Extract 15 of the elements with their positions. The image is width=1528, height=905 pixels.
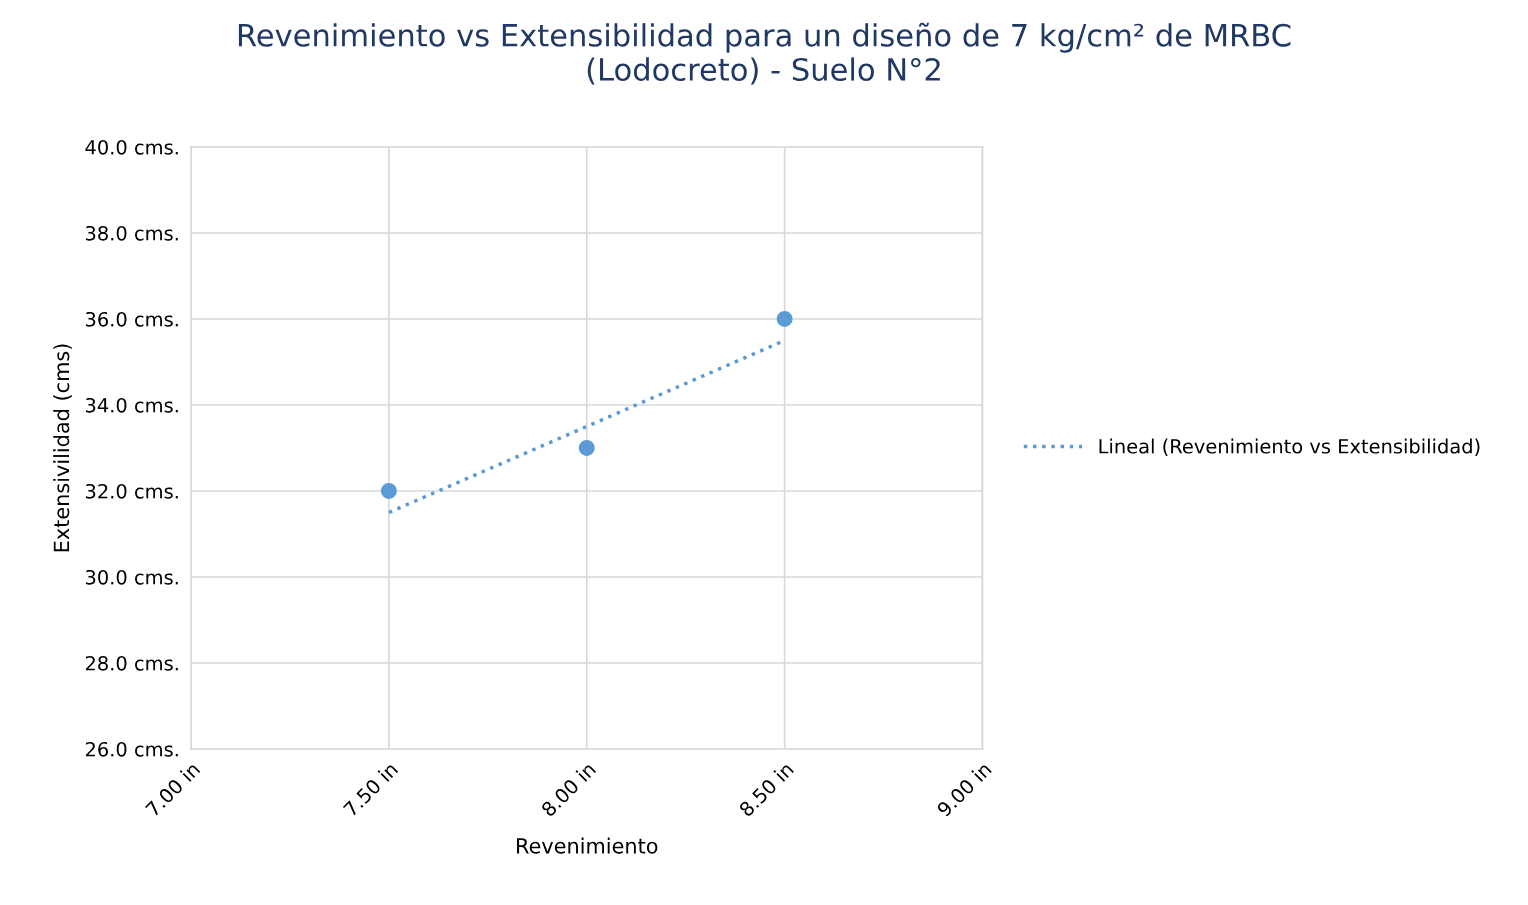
y-tick-label: 30.0 cms. bbox=[85, 569, 178, 585]
x-axis-title: Revenimiento bbox=[517, 837, 658, 854]
point bbox=[380, 482, 397, 499]
y-tick-label: 28.0 cms. bbox=[85, 655, 178, 671]
legend-label: Lineal (Revenimiento vs Extensibilidad) bbox=[1099, 438, 1480, 456]
y-axis-title: Extensivilidad (cms) bbox=[53, 344, 72, 552]
y-tick-label: 38.0 cms. bbox=[85, 225, 178, 241]
chart-title: Revenimiento vs Extensibilidad para un diseño de 7 kg/cm² de MRBC (Lodocreto) - Suelo N°2 bbox=[238, 22, 1291, 85]
point bbox=[776, 310, 793, 327]
y-tick-label: 40.0 cms. bbox=[85, 139, 178, 155]
y-tick-label: 34.0 cms. bbox=[85, 397, 178, 413]
y-tick-label: 32.0 cms. bbox=[85, 483, 178, 499]
point bbox=[578, 439, 595, 456]
y-tick-label: 36.0 cms. bbox=[85, 311, 178, 327]
y-tick-label: 26.0 cms. bbox=[85, 741, 178, 757]
